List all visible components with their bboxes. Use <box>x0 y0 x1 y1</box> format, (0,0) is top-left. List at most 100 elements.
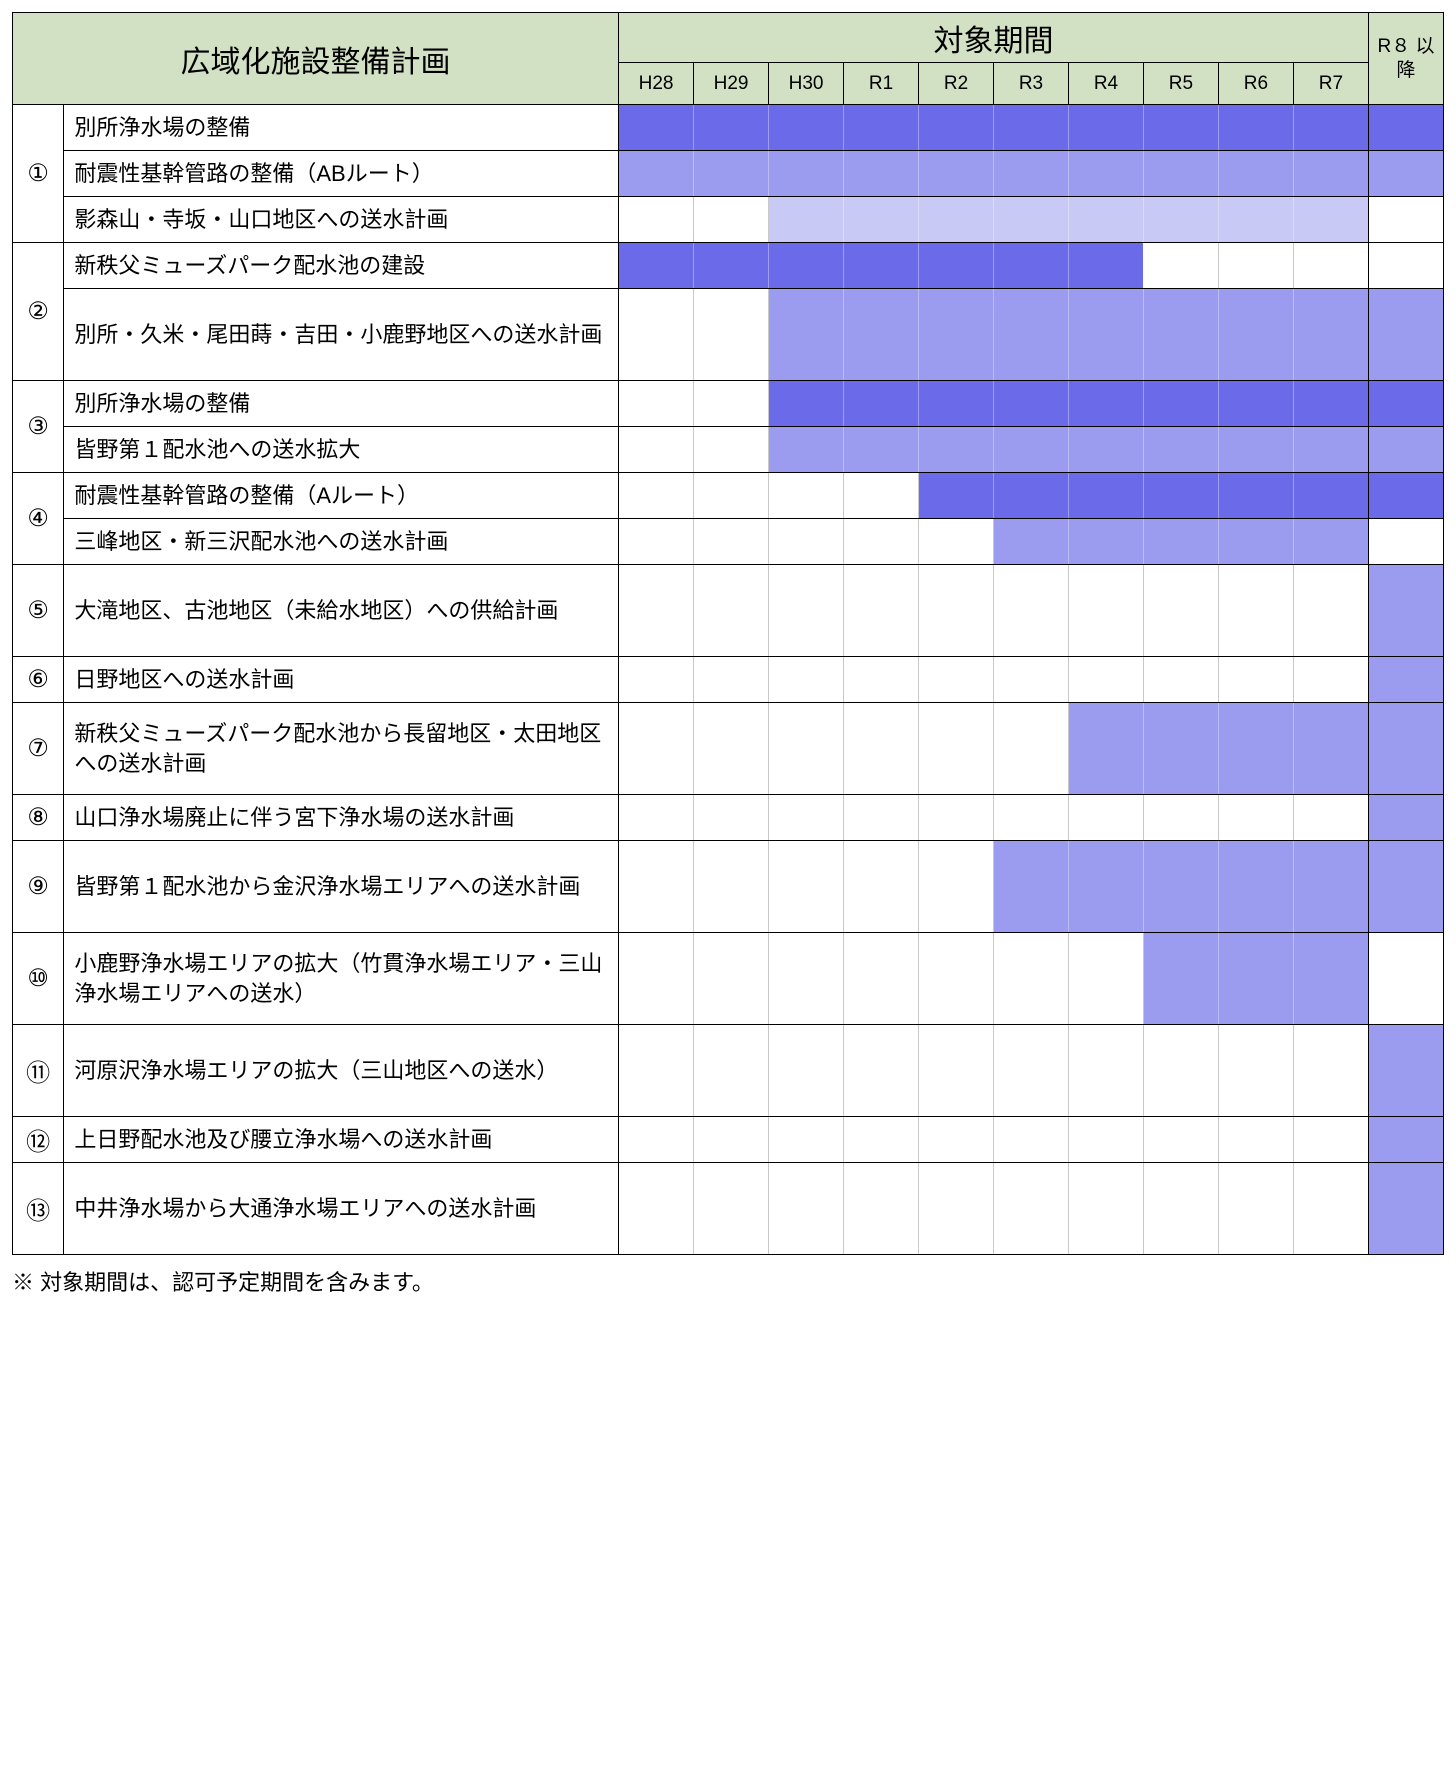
gantt-cell <box>844 519 919 565</box>
gantt-cell <box>844 1163 919 1255</box>
gantt-cell <box>619 1163 694 1255</box>
gantt-cell <box>1293 1025 1368 1117</box>
gantt-cell <box>1143 381 1218 427</box>
gantt-cell <box>844 1117 919 1163</box>
gantt-cell <box>919 795 994 841</box>
gantt-cell <box>844 795 919 841</box>
gantt-cell <box>1068 289 1143 381</box>
gantt-cell <box>1068 1117 1143 1163</box>
plan-label: 別所浄水場の整備 <box>64 105 619 151</box>
gantt-cell <box>1218 105 1293 151</box>
gantt-cell <box>993 519 1068 565</box>
gantt-cell <box>993 197 1068 243</box>
gantt-cell <box>844 703 919 795</box>
row-number: ④ <box>13 473 64 565</box>
plan-label: 皆野第１配水池から金沢浄水場エリアへの送水計画 <box>64 841 619 933</box>
gantt-cell <box>1068 105 1143 151</box>
gantt-cell <box>1143 473 1218 519</box>
gantt-cell <box>769 105 844 151</box>
gantt-cell <box>769 565 844 657</box>
gantt-cell <box>919 473 994 519</box>
gantt-cell <box>993 427 1068 473</box>
gantt-cell <box>694 565 769 657</box>
gantt-cell <box>993 1025 1068 1117</box>
gantt-cell <box>1143 841 1218 933</box>
gantt-cell <box>1368 1163 1443 1255</box>
gantt-cell <box>844 289 919 381</box>
row-number: ⑫ <box>13 1117 64 1163</box>
gantt-cell <box>619 427 694 473</box>
gantt-cell <box>694 795 769 841</box>
gantt-cell <box>769 289 844 381</box>
plan-label: 耐震性基幹管路の整備（ABルート） <box>64 151 619 197</box>
gantt-cell <box>694 381 769 427</box>
gantt-cell <box>1293 1163 1368 1255</box>
gantt-cell <box>1293 519 1368 565</box>
gantt-cell <box>1068 565 1143 657</box>
gantt-cell <box>919 703 994 795</box>
gantt-cell <box>769 657 844 703</box>
gantt-cell <box>1293 381 1368 427</box>
plan-label: 日野地区への送水計画 <box>64 657 619 703</box>
gantt-cell <box>993 381 1068 427</box>
gantt-cell <box>1368 473 1443 519</box>
header-year: H30 <box>769 63 844 105</box>
gantt-cell <box>1068 933 1143 1025</box>
header-year: R2 <box>919 63 994 105</box>
gantt-cell <box>1368 703 1443 795</box>
row-number: ⑨ <box>13 841 64 933</box>
gantt-cell <box>619 381 694 427</box>
gantt-cell <box>619 657 694 703</box>
header-year: R6 <box>1218 63 1293 105</box>
gantt-cell <box>1143 243 1218 289</box>
gantt-cell <box>844 427 919 473</box>
gantt-cell <box>993 703 1068 795</box>
gantt-cell <box>1068 657 1143 703</box>
gantt-cell <box>1368 795 1443 841</box>
gantt-cell <box>1068 1163 1143 1255</box>
gantt-cell <box>1143 1117 1218 1163</box>
gantt-cell <box>993 105 1068 151</box>
gantt-cell <box>1368 657 1443 703</box>
gantt-cell <box>919 427 994 473</box>
gantt-cell <box>1368 1117 1443 1163</box>
gantt-cell <box>619 795 694 841</box>
gantt-cell <box>1068 197 1143 243</box>
gantt-cell <box>1293 841 1368 933</box>
gantt-cell <box>1068 381 1143 427</box>
row-number: ⑪ <box>13 1025 64 1117</box>
gantt-cell <box>919 841 994 933</box>
gantt-cell <box>1143 1025 1218 1117</box>
gantt-cell <box>1368 427 1443 473</box>
gantt-cell <box>1293 197 1368 243</box>
gantt-cell <box>1368 151 1443 197</box>
gantt-cell <box>1218 473 1293 519</box>
row-number: ② <box>13 243 64 381</box>
gantt-cell <box>993 151 1068 197</box>
gantt-cell <box>1218 151 1293 197</box>
gantt-cell <box>769 427 844 473</box>
gantt-cell <box>619 565 694 657</box>
plan-label: 別所・久米・尾田蒔・吉田・小鹿野地区への送水計画 <box>64 289 619 381</box>
gantt-cell <box>769 473 844 519</box>
gantt-cell <box>844 473 919 519</box>
gantt-cell <box>1218 519 1293 565</box>
gantt-cell <box>844 105 919 151</box>
gantt-cell <box>619 703 694 795</box>
gantt-cell <box>1143 519 1218 565</box>
gantt-cell <box>1368 243 1443 289</box>
gantt-cell <box>1068 151 1143 197</box>
plan-label: 新秩父ミューズパーク配水池の建設 <box>64 243 619 289</box>
gantt-cell <box>1218 841 1293 933</box>
gantt-cell <box>1143 105 1218 151</box>
plan-label: 皆野第１配水池への送水拡大 <box>64 427 619 473</box>
header-year: R5 <box>1143 63 1218 105</box>
gantt-cell <box>844 933 919 1025</box>
gantt-chart: 広域化施設整備計画 対象期間 R８ 以降 H28H29H30R1R2R3R4R5… <box>12 12 1444 1297</box>
gantt-cell <box>1368 933 1443 1025</box>
header-year: H29 <box>694 63 769 105</box>
plan-label: 三峰地区・新三沢配水池への送水計画 <box>64 519 619 565</box>
row-number: ① <box>13 105 64 243</box>
gantt-cell <box>1068 473 1143 519</box>
gantt-cell <box>1218 1117 1293 1163</box>
